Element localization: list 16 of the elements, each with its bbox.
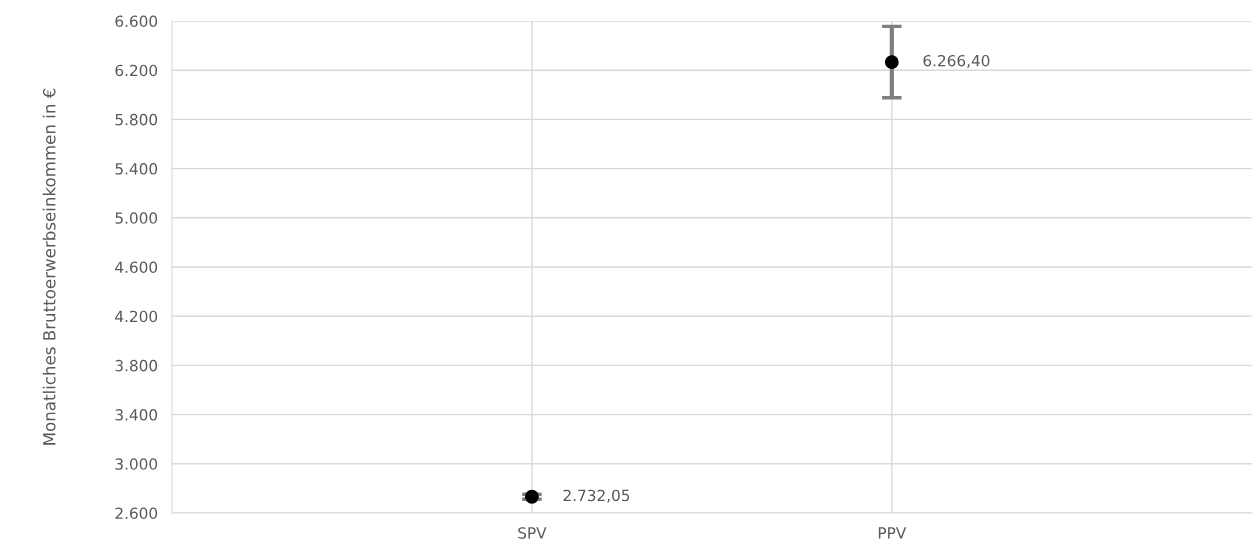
y-tick-label: 3.800 — [115, 359, 158, 372]
x-tick-label: PPV — [878, 527, 907, 539]
y-tick-label: 5.400 — [115, 163, 158, 175]
y-tick-label: 2.600 — [115, 507, 158, 520]
y-tick-label: 3.400 — [115, 409, 158, 421]
y-tick-label: 3.000 — [115, 458, 158, 470]
y-axis-title: Monatliches Bruttoerwerbseinkommen in € — [42, 88, 56, 445]
y-tick-label: 4.200 — [115, 310, 158, 323]
y-tick-label: 5.000 — [115, 212, 158, 224]
data-label: 2.732,05 — [563, 489, 630, 503]
y-tick-label: 5.800 — [115, 113, 158, 126]
data-label: 6.266,40 — [923, 54, 990, 69]
x-tick-label: SPV — [518, 527, 547, 539]
y-tick-label: 6.200 — [115, 64, 158, 77]
y-tick-label: 6.600 — [115, 15, 158, 28]
y-tick-label: 4.600 — [115, 261, 158, 274]
